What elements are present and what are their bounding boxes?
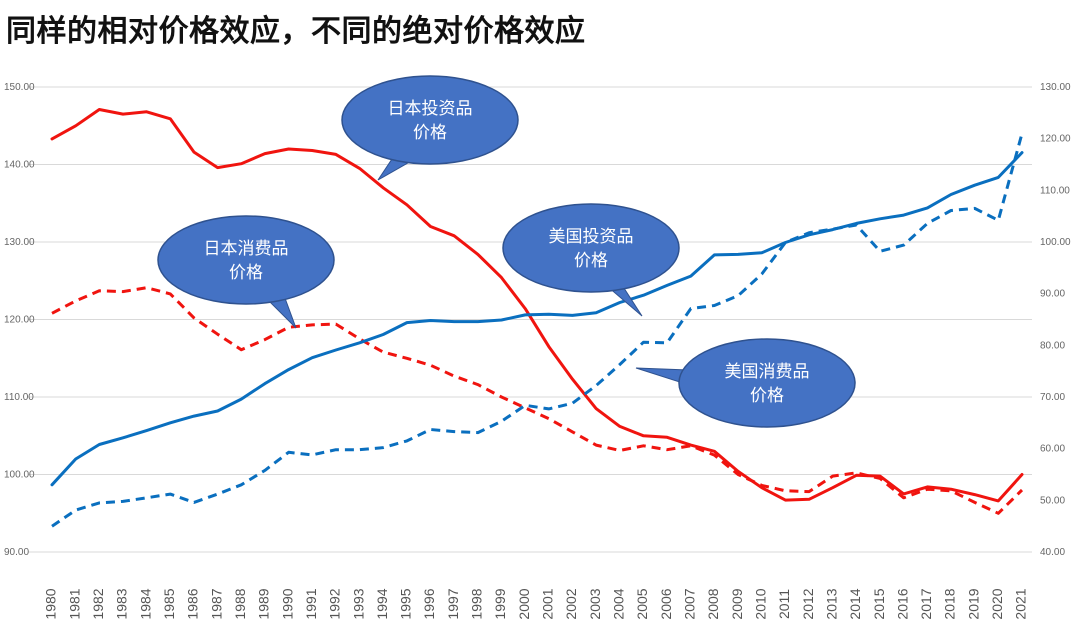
x-tick-label: 1995 [398,588,414,619]
x-tick-label: 1980 [43,588,59,619]
x-tick-label: 1988 [232,588,248,619]
right-tick-label: 120.00 [1040,134,1071,145]
callout-label: 日本投资品 [388,99,473,119]
right-axis-ticks: 40.00 50.00 60.00 70.00 80.00 90.00 100.00 110.… [1040,82,1071,558]
x-tick-label: 2004 [611,588,627,619]
x-tick-label: 2007 [681,588,697,619]
series-line [51,133,1024,528]
x-tick-label: 1991 [303,588,319,619]
callout-ellipse [341,75,519,165]
x-tick-label: 1990 [279,588,295,619]
right-tick-label: 80.00 [1040,340,1065,351]
x-tick-label: 2010 [752,588,768,619]
x-tick-label: 1994 [374,588,390,619]
x-tick-label: 1981 [66,588,82,619]
x-tick-label: 2014 [847,588,863,619]
x-tick-label: 1985 [161,588,177,619]
callout-label: 日本消费品 [204,239,289,259]
left-axis-ticks: 90.00 100.00 110.00 120.00 130.00 140.00 150.0… [4,82,35,558]
series-line [50,151,1024,487]
callout-label: 美国消费品 [725,362,810,382]
x-tick-label: 2005 [634,588,650,619]
x-tick-label: 2006 [658,588,674,619]
x-tick-label: 2009 [729,588,745,619]
x-tick-label: 1989 [256,588,272,619]
x-tick-label: 1999 [492,588,508,619]
callout-label: 价格 [750,386,784,406]
x-tick-label: 2013 [823,588,839,619]
series-line [51,286,1024,515]
x-tick-label: 2016 [894,588,910,619]
x-tick-label: 2001 [540,588,556,619]
x-tick-label: 2011 [776,589,792,619]
x-tick-label: 2003 [587,588,603,619]
left-tick-label: 90.00 [4,547,29,558]
callout-label: 价格 [413,123,447,143]
chart-title: 同样的相对价格效应，不同的绝对价格效应 [6,14,586,49]
x-tick-label: 1984 [137,588,153,619]
left-tick-label: 140.00 [4,160,35,171]
right-tick-label: 110.00 [1040,185,1070,196]
callout-label: 价格 [574,251,608,271]
x-tick-label: 1997 [445,588,461,619]
callout-ellipse [678,338,856,428]
x-tick-label: 1996 [421,588,437,619]
right-tick-label: 100.00 [1040,237,1071,248]
x-tick-label: 1992 [327,588,343,619]
left-tick-label: 130.00 [4,237,35,248]
x-axis-ticks: 1980 1981 1982 1983 1984 1985 1986 1987 1988 1989… [43,588,1029,619]
x-tick-label: 1982 [90,588,106,619]
x-tick-label: 2000 [516,588,532,619]
series-lines [50,108,1024,528]
x-tick-label: 2017 [918,588,934,619]
gridlines [28,86,1032,553]
x-tick-label: 2012 [800,588,816,619]
left-tick-label: 120.00 [4,315,35,326]
right-tick-label: 50.00 [1040,495,1065,506]
x-tick-label: 2008 [705,588,721,619]
x-tick-label: 2018 [942,588,958,619]
x-tick-label: 1987 [208,588,224,619]
x-tick-label: 2015 [871,588,887,619]
right-tick-label: 70.00 [1040,392,1065,403]
callout-ellipse [157,215,335,305]
x-tick-label: 1983 [114,588,130,619]
x-tick-label: 2019 [965,588,981,619]
right-tick-label: 60.00 [1040,444,1065,455]
right-tick-label: 130.00 [1040,82,1071,93]
x-tick-label: 2002 [563,588,579,619]
left-tick-label: 150.00 [4,82,35,93]
callout-label: 价格 [229,263,263,283]
callout-ellipse [502,203,680,293]
x-tick-label: 2021 [1013,588,1029,619]
left-tick-label: 110.00 [4,392,34,403]
x-tick-label: 2020 [989,588,1005,619]
right-tick-label: 90.00 [1040,289,1065,300]
right-tick-label: 40.00 [1040,547,1065,558]
callout-label: 美国投资品 [549,227,634,247]
left-tick-label: 100.00 [4,470,35,481]
x-tick-label: 1986 [185,588,201,619]
x-tick-label: 1998 [469,588,485,619]
series-line [50,108,1024,503]
x-tick-label: 1993 [350,588,366,619]
